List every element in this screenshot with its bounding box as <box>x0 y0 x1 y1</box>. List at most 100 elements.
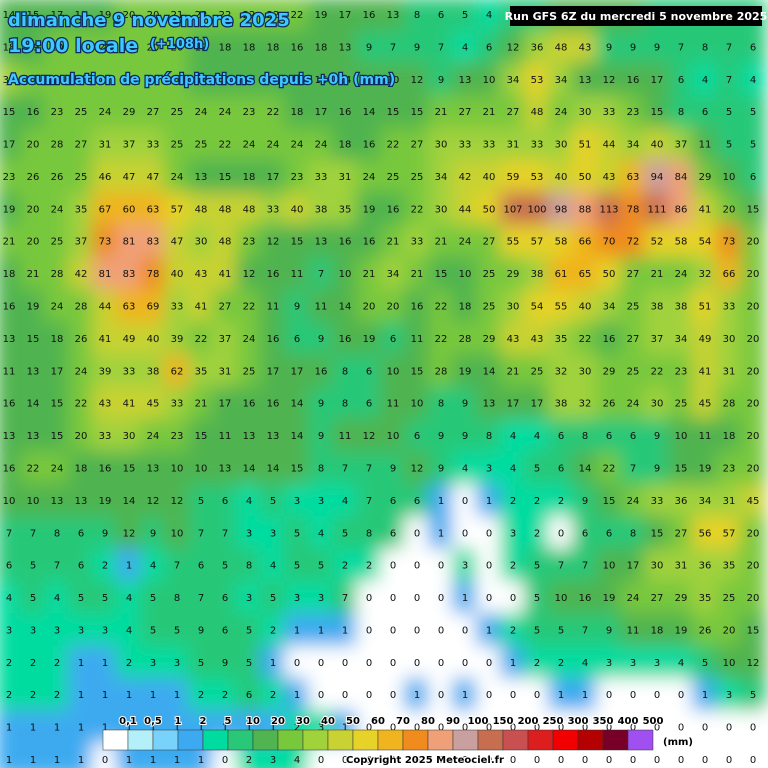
grid-value: 40 <box>291 204 304 215</box>
field-cell <box>188 0 214 33</box>
field-cell <box>308 30 334 65</box>
field-cell <box>20 159 46 195</box>
grid-value: 34 <box>555 75 568 86</box>
grid-value: 11 <box>699 431 712 442</box>
field-cell <box>524 321 550 357</box>
grid-value: 12 <box>747 658 760 669</box>
grid-value: 13 <box>195 172 208 183</box>
grid-value: 1 <box>78 690 84 701</box>
grid-value: 15 <box>651 107 664 118</box>
grid-value: 18 <box>219 42 232 53</box>
grid-value: 36 <box>699 561 712 572</box>
grid-value: 26 <box>27 172 40 183</box>
field-cell <box>116 0 142 33</box>
grid-value: 5 <box>102 593 108 604</box>
grid-value: 35 <box>723 561 736 572</box>
field-cell <box>284 483 310 519</box>
field-cell <box>596 127 622 162</box>
grid-value: 20 <box>27 140 40 151</box>
grid-value: 13 <box>27 431 40 442</box>
grid-value: 16 <box>387 204 400 215</box>
field-cell <box>668 386 694 421</box>
grid-value: 25 <box>171 140 184 151</box>
grid-value: 24 <box>675 269 688 280</box>
grid-value: 33 <box>99 431 112 442</box>
lead-time: (+108h) <box>150 37 209 52</box>
grid-value: 12 <box>171 496 184 507</box>
grid-value: 20 <box>747 399 760 410</box>
field-cell <box>596 321 622 357</box>
grid-value: 16 <box>411 302 424 313</box>
grid-value: 24 <box>555 107 568 118</box>
field-cell <box>332 62 358 97</box>
field-cell <box>548 321 574 357</box>
field-cell <box>236 289 262 324</box>
field-cell <box>644 548 670 583</box>
grid-value: 25 <box>483 302 496 313</box>
field-cell <box>116 451 142 486</box>
grid-value: 70 <box>603 237 616 248</box>
grid-value: 0 <box>318 658 324 669</box>
grid-value: 12 <box>267 237 280 248</box>
legend-swatch <box>202 729 229 751</box>
time-title: 19:00 locale <box>8 35 138 57</box>
grid-value: 5 <box>198 496 204 507</box>
grid-value: 48 <box>243 204 256 215</box>
field-cell <box>452 224 478 259</box>
legend-swatch <box>177 729 204 751</box>
field-cell <box>188 418 214 454</box>
legend-unit: (mm) <box>663 737 693 748</box>
grid-value: 1 <box>126 723 132 734</box>
grid-value: 15 <box>291 237 304 248</box>
field-cell <box>212 451 238 486</box>
grid-value: 17 <box>291 366 304 377</box>
grid-value: 3 <box>606 658 612 669</box>
grid-value: 33 <box>411 237 424 248</box>
grid-value: 2 <box>510 496 516 507</box>
grid-value: 0 <box>606 690 612 701</box>
field-cell <box>212 321 238 357</box>
grid-value: 24 <box>267 140 280 151</box>
field-cell <box>740 321 766 357</box>
field-cell <box>668 127 694 162</box>
grid-value: 24 <box>315 140 328 151</box>
field-cell <box>644 580 670 616</box>
grid-value: 29 <box>123 107 136 118</box>
grid-value: 0 <box>390 723 396 734</box>
field-cell <box>620 516 646 551</box>
legend-label: 80 <box>421 716 435 727</box>
field-cell <box>692 613 718 648</box>
field-cell <box>284 548 310 583</box>
grid-value: 10 <box>603 561 616 572</box>
field-cell <box>332 289 358 324</box>
grid-value: 22 <box>243 302 256 313</box>
field-cell <box>116 580 142 616</box>
field-cell <box>116 418 142 454</box>
field-cell <box>92 62 118 97</box>
grid-value: 24 <box>195 107 208 118</box>
field-cell <box>20 94 46 130</box>
field-cell <box>356 289 382 324</box>
field-cell <box>188 386 214 421</box>
field-cell <box>356 94 382 130</box>
field-cell <box>644 192 670 227</box>
field-cell <box>596 418 622 454</box>
field-cell <box>332 0 358 33</box>
field-cell <box>740 548 766 583</box>
field-cell <box>740 256 766 292</box>
field-cell <box>188 256 214 292</box>
field-cell <box>212 483 238 519</box>
field-cell <box>644 289 670 324</box>
grid-value: 5 <box>534 561 540 572</box>
field-cell <box>44 159 70 195</box>
grid-value: 12 <box>603 75 616 86</box>
grid-value: 21 <box>27 269 40 280</box>
grid-value: 6 <box>558 463 564 474</box>
field-cell <box>164 321 190 357</box>
grid-value: 0 <box>366 755 372 766</box>
grid-value: 26 <box>51 172 64 183</box>
grid-value: 31 <box>507 140 520 151</box>
field-cell <box>188 159 214 195</box>
field-cell <box>20 418 46 454</box>
field-cell <box>500 613 526 648</box>
